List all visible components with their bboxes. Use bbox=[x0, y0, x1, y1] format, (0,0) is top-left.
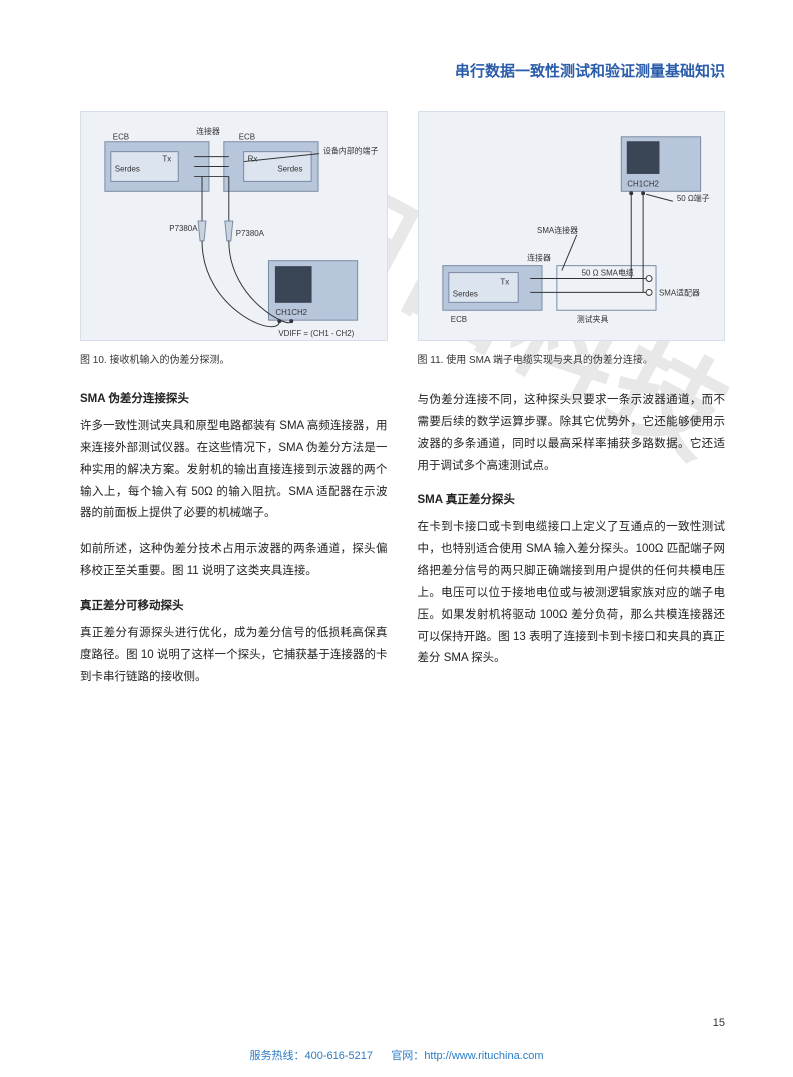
para-left-2: 如前所述，这种伪差分技术占用示波器的两条通道，探头偏移校正至关重要。图 11 说… bbox=[80, 539, 388, 583]
probe-label-1: P7380A bbox=[169, 224, 198, 233]
footer: 服务热线：400-616-5217 官网：http://www.rituchin… bbox=[0, 1047, 793, 1063]
serdes-label-2: Serdes bbox=[277, 164, 302, 173]
ecb-label: ECB bbox=[113, 133, 129, 142]
right-column: CH1CH2 50 Ω端子 Tx Serdes ECB 连接器 bbox=[418, 111, 726, 702]
sma-conn-label: SMA连接器 bbox=[537, 225, 578, 235]
heading-sma-pseudo: SMA 伪差分连接探头 bbox=[80, 390, 388, 406]
figure-11-caption: 图 11. 使用 SMA 端子电缆实现与夹具的伪差分连接。 bbox=[418, 351, 726, 366]
cable-label: 50 Ω SMA电缆 bbox=[581, 268, 633, 278]
para-right-2: 在卡到卡接口或卡到电缆接口上定义了互通点的一致性测试中，也特别适合使用 SMA … bbox=[418, 517, 726, 670]
site-label: 官网： bbox=[391, 1050, 424, 1062]
figure-10-diagram: ECB Tx Serdes 连接器 ECB Rx Serdes 设备内部的端子 bbox=[80, 111, 388, 341]
page-content: 串行数据一致性测试和验证测量基础知识 ECB Tx Serdes 连接器 ECB bbox=[0, 0, 793, 1077]
ch-label: CH1CH2 bbox=[275, 308, 307, 317]
page-title: 串行数据一致性测试和验证测量基础知识 bbox=[80, 60, 725, 81]
figure-row: ECB Tx Serdes 连接器 ECB Rx Serdes 设备内部的端子 bbox=[80, 111, 725, 702]
figure-11-diagram: CH1CH2 50 Ω端子 Tx Serdes ECB 连接器 bbox=[418, 111, 726, 341]
para-left-1: 许多一致性测试夹具和原型电路都装有 SMA 高频连接器，用来连接外部测试仪器。在… bbox=[80, 416, 388, 525]
page-number: 15 bbox=[713, 1017, 725, 1029]
hotline-value: 400-616-5217 bbox=[304, 1050, 373, 1062]
para-right-1: 与伪差分连接不同，这种探头只要求一条示波器通道，而不需要后续的数学运算步骤。除其… bbox=[418, 390, 726, 477]
connector-label: 连接器 bbox=[196, 126, 220, 136]
ecb-label-3: ECB bbox=[450, 315, 466, 324]
probe-label-2: P7380A bbox=[236, 229, 265, 238]
vdiff-label: VDIFF = (CH1 - CH2) bbox=[278, 329, 354, 338]
internal-terminal-label: 设备内部的端子 bbox=[323, 146, 379, 156]
serdes-label: Serdes bbox=[115, 164, 140, 173]
connector-label-2: 连接器 bbox=[527, 253, 551, 263]
terminal-label: 50 Ω端子 bbox=[676, 193, 709, 203]
adapter-label: SMA适配器 bbox=[658, 287, 699, 297]
ecb-label-2: ECB bbox=[239, 133, 255, 142]
serdes-label-3: Serdes bbox=[452, 289, 477, 298]
fixture-label: 测试夹具 bbox=[576, 314, 608, 324]
para-left-3: 真正差分有源探头进行优化，成为差分信号的低损耗高保真度路径。图 10 说明了这样… bbox=[80, 623, 388, 689]
tx-label: Tx bbox=[162, 155, 171, 164]
ch-label-2: CH1CH2 bbox=[627, 179, 659, 188]
hotline-label: 服务热线： bbox=[249, 1050, 304, 1062]
tx-label-2: Tx bbox=[500, 277, 509, 286]
left-column: ECB Tx Serdes 连接器 ECB Rx Serdes 设备内部的端子 bbox=[80, 111, 388, 702]
site-link[interactable]: http://www.rituchina.com bbox=[424, 1050, 543, 1062]
figure-10-caption: 图 10. 接收机输入的伪差分探测。 bbox=[80, 351, 388, 366]
heading-sma-true-diff: SMA 真正差分探头 bbox=[418, 491, 726, 507]
heading-true-diff-movable: 真正差分可移动探头 bbox=[80, 597, 388, 613]
rx-label: Rx bbox=[248, 155, 258, 164]
